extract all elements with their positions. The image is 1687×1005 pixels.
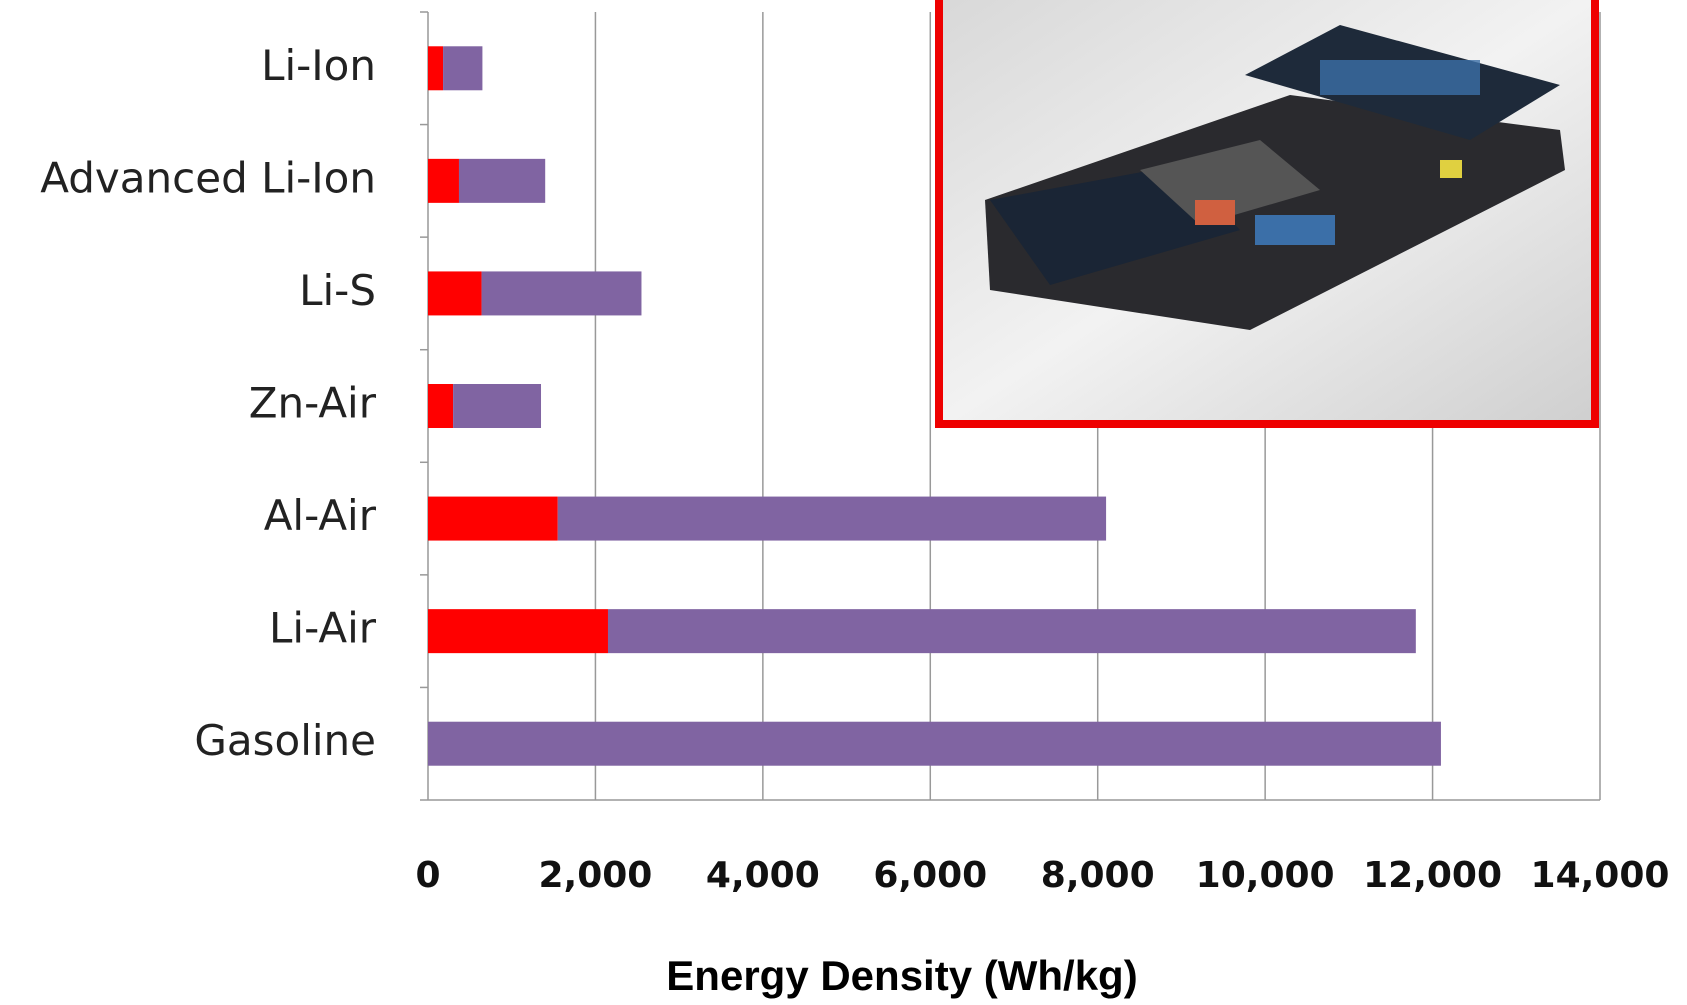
x-tick-label: 14,000 — [1531, 855, 1670, 896]
bar-segment — [428, 46, 444, 91]
x-tick-label: 4,000 — [706, 855, 820, 896]
y-tick-label: Gasoline — [194, 716, 376, 765]
bar-segment — [443, 46, 483, 91]
y-tick-label: Li-Ion — [261, 41, 376, 90]
x-tick-label: 8,000 — [1041, 855, 1155, 896]
x-tick-label: 0 — [415, 855, 440, 896]
x-tick-label: 6,000 — [873, 855, 987, 896]
bar-segment — [428, 158, 459, 203]
bar-segment — [428, 609, 608, 654]
bar-segment — [453, 384, 542, 428]
bar-segment — [481, 271, 642, 316]
x-tick-label: 10,000 — [1196, 855, 1335, 896]
bar-segment — [557, 496, 1107, 541]
y-tick-label: Al-Air — [264, 491, 377, 540]
photo-detail — [1195, 200, 1235, 225]
bar-segment — [458, 158, 546, 203]
x-axis-title: Energy Density (Wh/kg) — [666, 952, 1137, 999]
photo-detail — [1440, 160, 1462, 178]
photo-cover — [1140, 140, 1320, 225]
x-tick-label: 2,000 — [538, 855, 652, 896]
photo-pack — [985, 95, 1565, 330]
y-tick-label: Li-Air — [269, 604, 377, 653]
bar-segment — [607, 609, 1416, 654]
y-tick-label: Zn-Air — [249, 379, 377, 428]
bar-segment — [428, 271, 482, 316]
bar-segment — [428, 721, 1441, 766]
photo-detail — [1255, 215, 1335, 245]
y-tick-label: Advanced Li-Ion — [40, 153, 376, 202]
bar-segment — [428, 384, 454, 428]
battery-photo — [935, 0, 1599, 428]
bar-segment — [428, 496, 558, 541]
y-tick-label: Li-S — [299, 266, 376, 315]
x-tick-label: 12,000 — [1363, 855, 1502, 896]
photo-detail — [1320, 60, 1480, 95]
